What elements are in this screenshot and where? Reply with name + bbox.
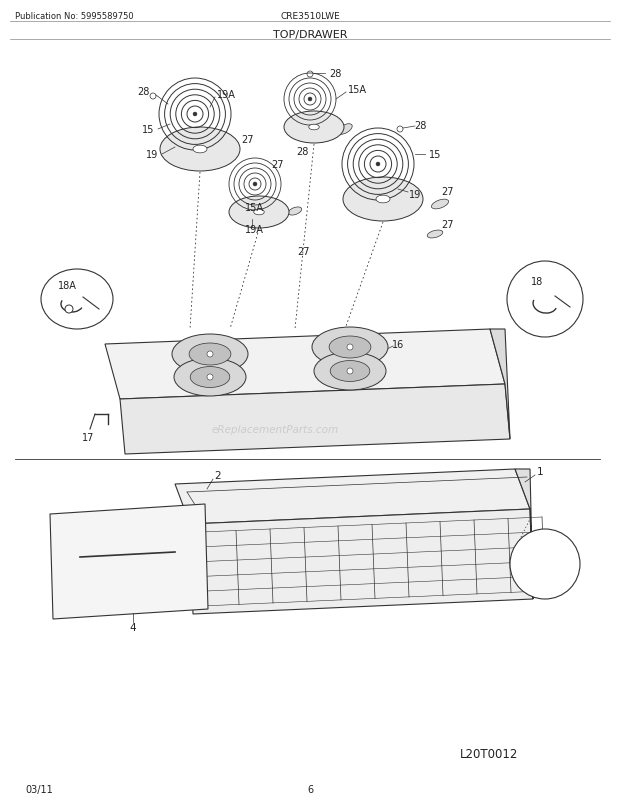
Circle shape bbox=[510, 529, 580, 599]
Text: 27: 27 bbox=[297, 247, 309, 257]
Text: TOP/DRAWER: TOP/DRAWER bbox=[273, 30, 347, 40]
Circle shape bbox=[347, 345, 353, 350]
Ellipse shape bbox=[314, 353, 386, 391]
Text: 19: 19 bbox=[409, 190, 421, 200]
Text: 4: 4 bbox=[130, 622, 136, 632]
Polygon shape bbox=[175, 469, 530, 525]
Polygon shape bbox=[515, 469, 533, 599]
Circle shape bbox=[65, 306, 73, 314]
Polygon shape bbox=[190, 509, 533, 614]
Ellipse shape bbox=[330, 361, 370, 382]
Circle shape bbox=[376, 163, 380, 167]
Ellipse shape bbox=[193, 146, 207, 154]
Ellipse shape bbox=[312, 327, 388, 367]
Ellipse shape bbox=[427, 231, 443, 239]
Text: 18A: 18A bbox=[58, 281, 76, 290]
Text: 19A: 19A bbox=[217, 90, 236, 100]
Text: 27: 27 bbox=[242, 135, 254, 145]
Ellipse shape bbox=[189, 343, 231, 366]
Text: 27: 27 bbox=[441, 220, 454, 229]
Text: CRE3510LWE: CRE3510LWE bbox=[280, 12, 340, 21]
Polygon shape bbox=[105, 330, 505, 399]
Text: 28: 28 bbox=[296, 147, 308, 157]
Text: 15A: 15A bbox=[244, 203, 264, 213]
Circle shape bbox=[507, 261, 583, 338]
Ellipse shape bbox=[329, 337, 371, 358]
Text: 03/11: 03/11 bbox=[25, 784, 53, 794]
Text: 17: 17 bbox=[82, 432, 94, 443]
Ellipse shape bbox=[288, 208, 302, 216]
Text: 7: 7 bbox=[542, 575, 548, 585]
Text: 28: 28 bbox=[137, 87, 149, 97]
Text: 1: 1 bbox=[537, 467, 543, 476]
Ellipse shape bbox=[41, 269, 113, 330]
Text: eReplacementParts.com: eReplacementParts.com bbox=[211, 424, 339, 435]
Text: 19A: 19A bbox=[244, 225, 264, 235]
Circle shape bbox=[150, 94, 156, 100]
Circle shape bbox=[307, 72, 313, 78]
Text: 16: 16 bbox=[392, 339, 404, 350]
Text: 27: 27 bbox=[441, 187, 453, 196]
Text: 19: 19 bbox=[146, 150, 158, 160]
Text: 2: 2 bbox=[215, 471, 221, 480]
Ellipse shape bbox=[174, 358, 246, 396]
Circle shape bbox=[207, 375, 213, 380]
Circle shape bbox=[193, 113, 197, 117]
Circle shape bbox=[207, 351, 213, 358]
Text: Publication No: 5995589750: Publication No: 5995589750 bbox=[15, 12, 134, 21]
Ellipse shape bbox=[432, 200, 448, 209]
Text: 15: 15 bbox=[429, 150, 441, 160]
Circle shape bbox=[308, 98, 312, 102]
Text: 27: 27 bbox=[272, 160, 284, 170]
Polygon shape bbox=[120, 384, 510, 455]
Text: 28: 28 bbox=[414, 121, 426, 131]
Text: 15: 15 bbox=[142, 125, 154, 135]
Ellipse shape bbox=[343, 178, 423, 221]
Ellipse shape bbox=[376, 196, 390, 204]
Text: 6: 6 bbox=[307, 784, 313, 794]
Ellipse shape bbox=[172, 334, 248, 375]
Circle shape bbox=[397, 127, 403, 133]
Ellipse shape bbox=[338, 124, 352, 135]
Text: 15A: 15A bbox=[348, 85, 367, 95]
Circle shape bbox=[253, 183, 257, 187]
Ellipse shape bbox=[229, 196, 289, 229]
Text: 18: 18 bbox=[531, 277, 543, 286]
Ellipse shape bbox=[160, 128, 240, 172]
Ellipse shape bbox=[190, 367, 230, 388]
Ellipse shape bbox=[309, 125, 319, 131]
Ellipse shape bbox=[254, 210, 264, 216]
Polygon shape bbox=[490, 330, 510, 439]
Text: 28: 28 bbox=[329, 69, 341, 79]
Circle shape bbox=[347, 369, 353, 375]
Polygon shape bbox=[50, 504, 208, 619]
Ellipse shape bbox=[284, 111, 344, 144]
Text: L20T0012: L20T0012 bbox=[460, 747, 518, 760]
